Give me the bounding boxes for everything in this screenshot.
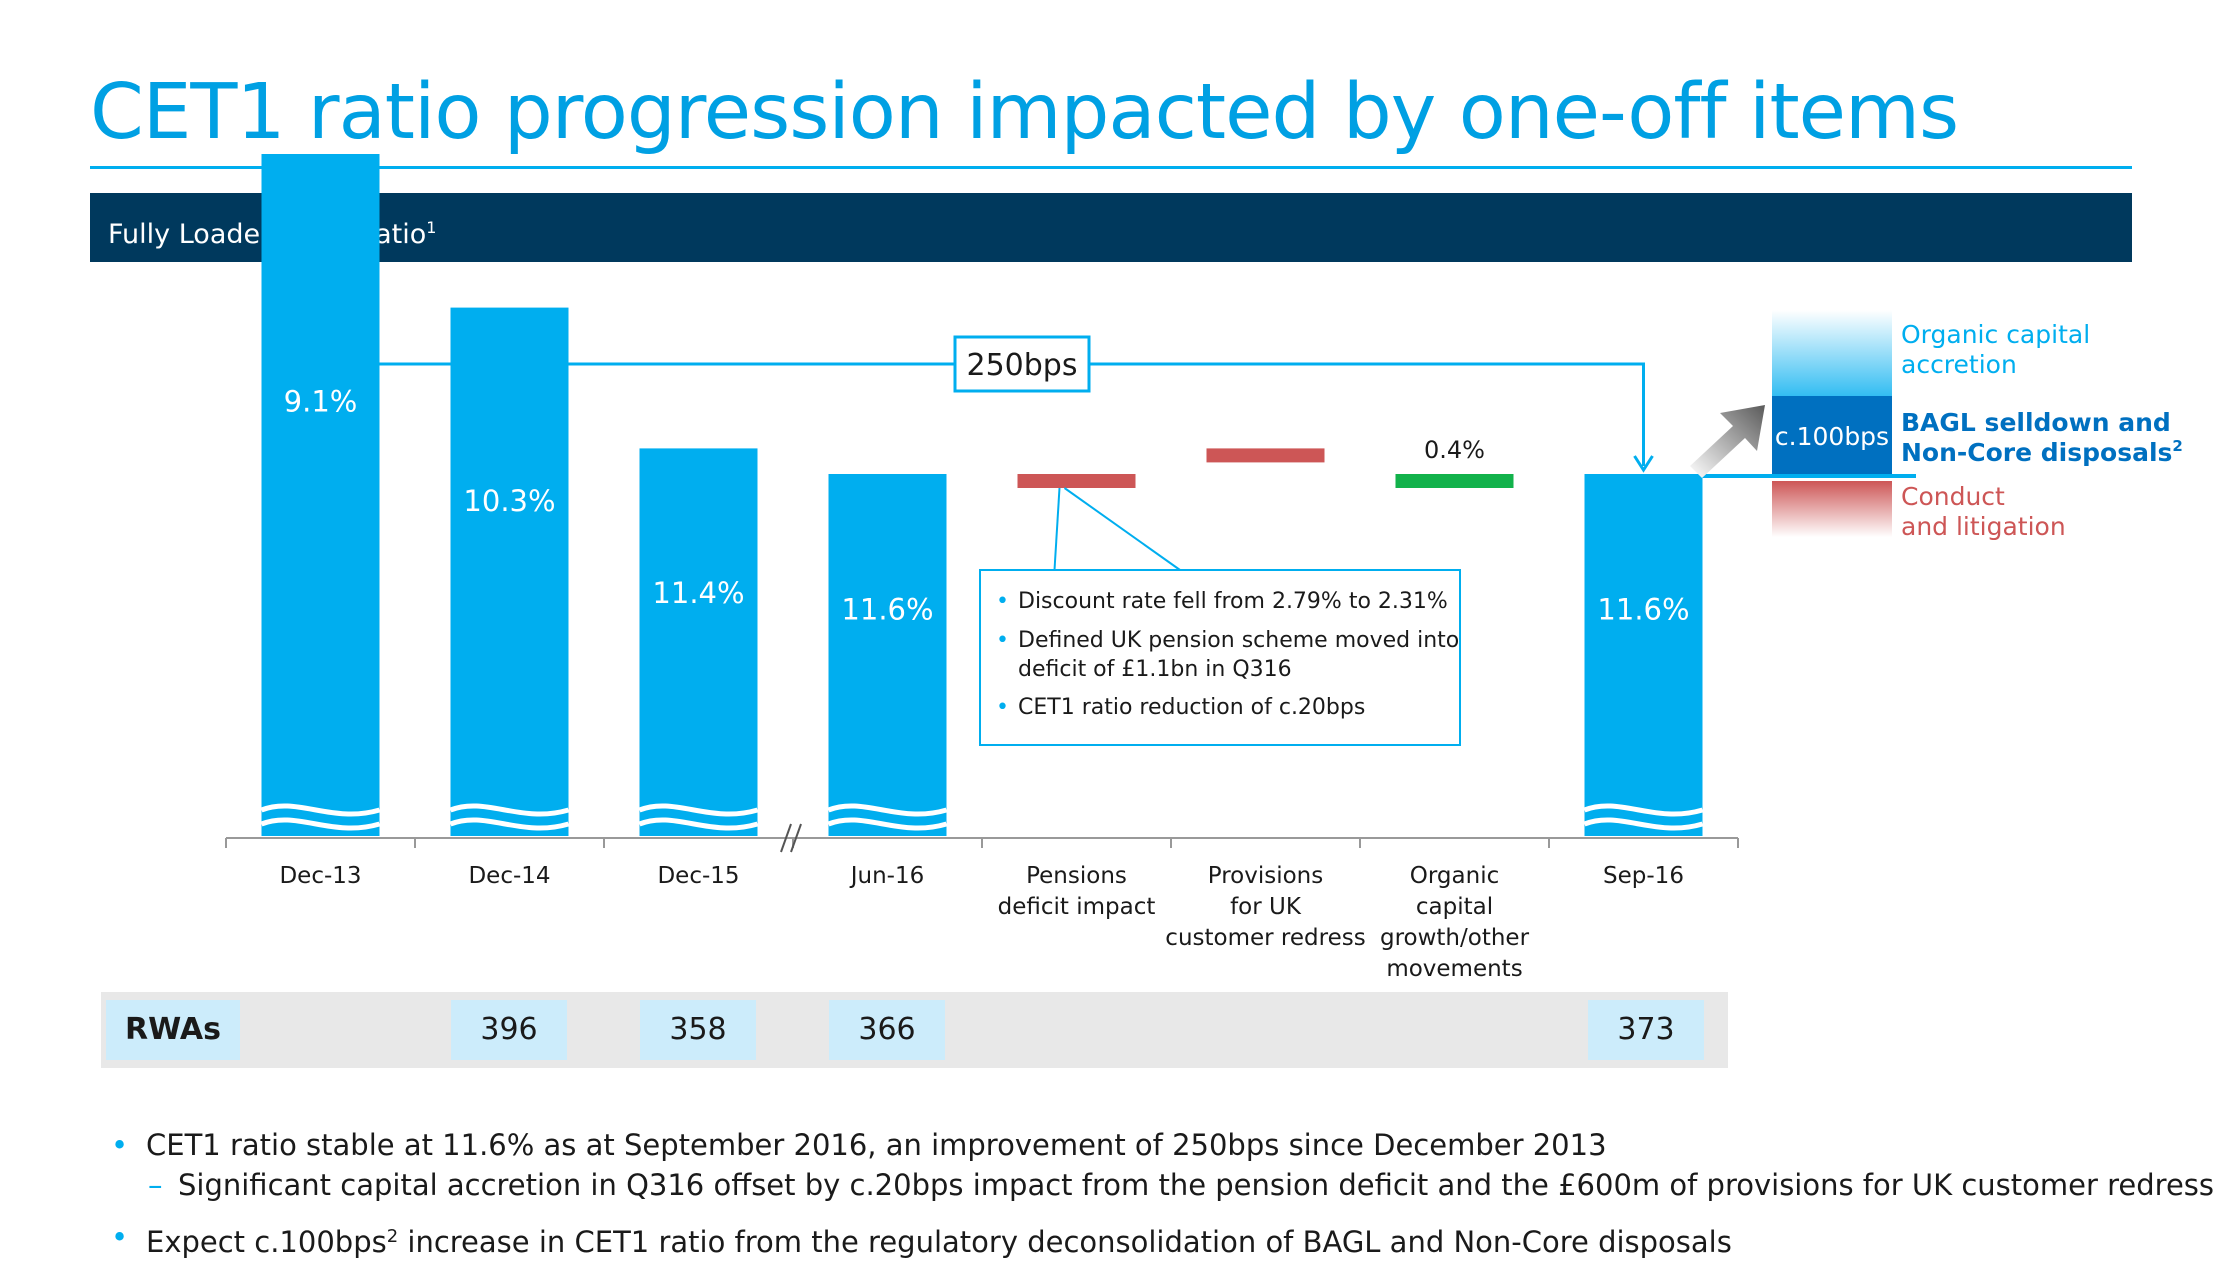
section-header: Fully Loaded CET1 ratio1	[90, 193, 2132, 262]
x-tick-label-line: customer redress	[1165, 925, 1365, 951]
bar-value-label: 11.6%	[1597, 592, 1689, 626]
x-tick-label: Provisions for UK customer redress	[1165, 863, 1365, 951]
bar-break-wave	[260, 817, 381, 831]
outlook-legend-label: Non-Core disposals2	[1901, 437, 2183, 467]
bar-break-wave	[1583, 803, 1704, 817]
outlook-legend-label: BAGL selldown and	[1901, 408, 2171, 437]
x-tick-label: Jun-16	[849, 863, 925, 889]
x-tick-label: Sep-16	[1603, 863, 1684, 889]
bar-break-wave	[260, 803, 381, 817]
sub-bullet-item: – Significant capital accretion in Q316 …	[106, 1165, 2214, 1205]
x-tick-label-line: for UK	[1230, 894, 1302, 920]
x-tick-label-line: movements	[1386, 956, 1522, 982]
bar-break-wave	[827, 803, 948, 817]
x-tick-label: Dec-14	[468, 863, 550, 889]
movement-value-label: 0.4%	[1424, 436, 1485, 464]
outlook-segment-bagl	[1772, 396, 1892, 474]
x-tick-label-line: Dec-15	[657, 863, 739, 889]
x-tick-label: Dec-15	[657, 863, 739, 889]
rwa-label: RWAs	[106, 1000, 240, 1060]
outlook-legend-label: Conduct	[1901, 482, 2005, 511]
bar-value-label: 9.1%	[284, 384, 358, 418]
x-tick-label-line: capital	[1416, 894, 1493, 920]
outlook-legend-label: and litigation	[1901, 512, 2066, 541]
summary-bullets: • CET1 ratio stable at 11.6% as at Septe…	[106, 1125, 2214, 1259]
bar	[1584, 474, 1703, 836]
section-header-footnote: 1	[426, 218, 437, 237]
bar-value-label: 10.3%	[463, 484, 555, 518]
outlook-value-label: c.100bps	[1775, 422, 1889, 451]
x-tick-label-line: Organic	[1410, 863, 1499, 889]
bullet-text: CET1 ratio stable at 11.6% as at Septemb…	[146, 1128, 1607, 1162]
bar-value-label: 11.4%	[652, 576, 744, 610]
bullet-marker: •	[111, 1220, 129, 1254]
x-tick-label-line: Jun-16	[849, 863, 925, 889]
outlook-arrow	[1690, 405, 1765, 478]
callout-pointer	[1053, 487, 1061, 571]
bar-break-wave	[449, 803, 570, 817]
axis-break-stroke	[790, 823, 802, 853]
bracket-label: 250bps	[967, 348, 1078, 383]
rwa-value-dec15: 358	[640, 1000, 756, 1060]
rwa-value-dec14: 396	[451, 1000, 567, 1060]
outlook-legend-footnote: 2	[2172, 437, 2182, 455]
title-divider	[90, 166, 2132, 169]
callout-text: deficit of £1.1bn in Q316	[1018, 657, 1292, 682]
bar-break-wave	[449, 817, 570, 831]
bullet-footnote: 2	[386, 1226, 399, 1247]
bracket-arrowhead	[1633, 455, 1654, 473]
bar	[639, 448, 758, 836]
bracket-label-box	[953, 335, 1091, 393]
movement-bar	[1395, 474, 1514, 488]
movement-bar	[1206, 448, 1325, 463]
x-tick-label-line: Sep-16	[1603, 863, 1684, 889]
outlook-legend-label: Organic capital	[1901, 320, 2090, 349]
bullet-text-part: increase in CET1 ratio from the regulato…	[398, 1225, 1732, 1259]
x-tick-label-line: Provisions	[1208, 863, 1324, 889]
bar-break-wave	[638, 803, 759, 817]
bullet-text-part: Expect c.100bps	[146, 1225, 387, 1259]
bar-break-wave	[638, 817, 759, 831]
sub-bullet-marker: –	[148, 1168, 163, 1202]
callout-box	[979, 569, 1461, 746]
outlook-legend-label: accretion	[1901, 350, 2017, 379]
x-tick-label-line: deficit impact	[998, 894, 1156, 920]
bar	[828, 474, 947, 836]
outlook-segment-accretion	[1772, 310, 1892, 396]
x-tick-label: Pensions deficit impact	[998, 863, 1156, 920]
rwa-value-sep16: 373	[1588, 1000, 1704, 1060]
movement-bar	[1017, 474, 1136, 488]
bullet-item: • CET1 ratio stable at 11.6% as at Septe…	[106, 1125, 2206, 1165]
rwa-value-jun16: 366	[829, 1000, 945, 1060]
x-tick-label-line: Dec-14	[468, 863, 550, 889]
x-tick-label-line: growth/other	[1380, 925, 1530, 951]
bar-break-wave	[1583, 817, 1704, 831]
x-tick-label: Organic capital growth/other movements	[1380, 863, 1530, 982]
bullet-item: • Expect c.100bps2 increase in CET1 rati…	[106, 1217, 2206, 1259]
outlook-segment-conduct	[1772, 481, 1892, 537]
bar-value-label: 11.6%	[841, 592, 933, 626]
callout-text: Discount rate fell from 2.79% to 2.31%	[1018, 589, 1448, 614]
callout-bullet: •	[996, 628, 1009, 653]
callout-pointer	[1063, 487, 1181, 571]
callout-bullet: •	[996, 589, 1009, 614]
bar-break-wave	[827, 817, 948, 831]
callout-text: Defined UK pension scheme moved into	[1018, 628, 1459, 653]
axis-break-marker	[780, 823, 802, 853]
sub-bullet-text: Significant capital accretion in Q316 of…	[178, 1168, 2215, 1202]
cet1-waterfall-chart: 9.1% 10.3% 11.4% 11.6% 11.6% 0.4% Dec-13 Dec-1…	[225, 154, 2183, 982]
bar	[450, 307, 569, 837]
x-tick-label-line: Pensions	[1026, 863, 1127, 889]
callout-bullet: •	[996, 695, 1009, 720]
callout-text: CET1 ratio reduction of c.20bps	[1018, 695, 1365, 720]
x-tick-label: Dec-13	[279, 863, 361, 889]
page-title: CET1 ratio progression impacted by one-o…	[90, 68, 1959, 157]
x-tick-label-line: Dec-13	[279, 863, 361, 889]
axis-break-stroke	[780, 823, 792, 853]
bullet-marker: •	[111, 1128, 129, 1162]
